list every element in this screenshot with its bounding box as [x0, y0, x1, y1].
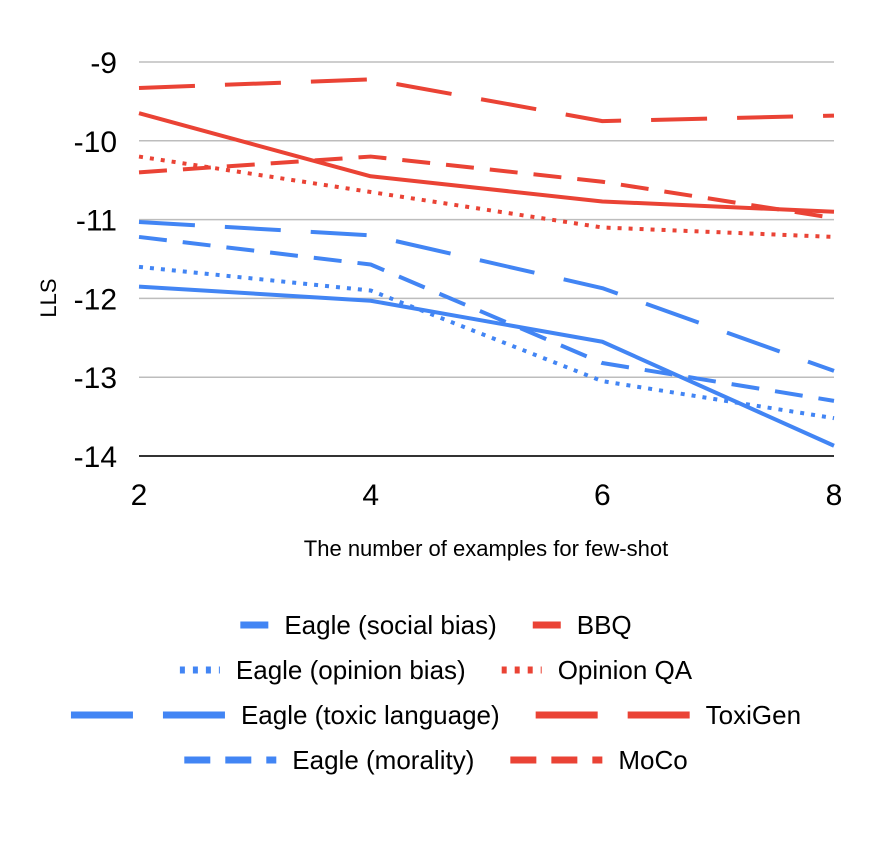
series-line	[138, 154, 835, 239]
legend-label: Eagle (social bias)	[284, 610, 496, 640]
legend-label: Opinion QA	[558, 655, 693, 685]
series-line	[138, 219, 835, 373]
series-line	[138, 77, 835, 124]
series-line	[138, 111, 835, 214]
y-tick-label: -9	[90, 47, 117, 80]
legend-label: MoCo	[618, 745, 687, 775]
y-tick-label: -12	[74, 283, 117, 316]
series-line	[138, 234, 835, 403]
y-tick-label: -10	[74, 126, 117, 159]
legend-label: BBQ	[577, 610, 632, 640]
x-tick-label: 2	[131, 479, 148, 512]
gridlines	[139, 61, 834, 457]
x-axis-title: The number of examples for few-shot	[304, 536, 668, 561]
series-line	[138, 154, 835, 220]
series-lines	[138, 77, 835, 448]
legend-label: Eagle (opinion bias)	[236, 655, 466, 685]
x-axis-ticks: 2 4 6 8	[131, 479, 843, 512]
y-tick-label: -13	[74, 362, 117, 395]
legend-label: Eagle (toxic language)	[241, 700, 500, 730]
series-line	[138, 284, 835, 448]
y-tick-label: -14	[74, 441, 117, 474]
legend: Eagle (social bias) BBQ Eagle (opinion bia…	[70, 610, 801, 775]
x-tick-label: 8	[826, 479, 843, 512]
y-axis-title: LLS	[36, 278, 61, 317]
legend-label: ToxiGen	[706, 700, 801, 730]
legend-label: Eagle (morality)	[292, 745, 474, 775]
x-tick-label: 6	[594, 479, 611, 512]
y-tick-label: -11	[76, 205, 117, 238]
x-tick-label: 4	[362, 479, 379, 512]
y-axis-ticks: -9 -10 -11 -12 -13 -14	[74, 47, 117, 474]
series-line	[138, 264, 835, 421]
